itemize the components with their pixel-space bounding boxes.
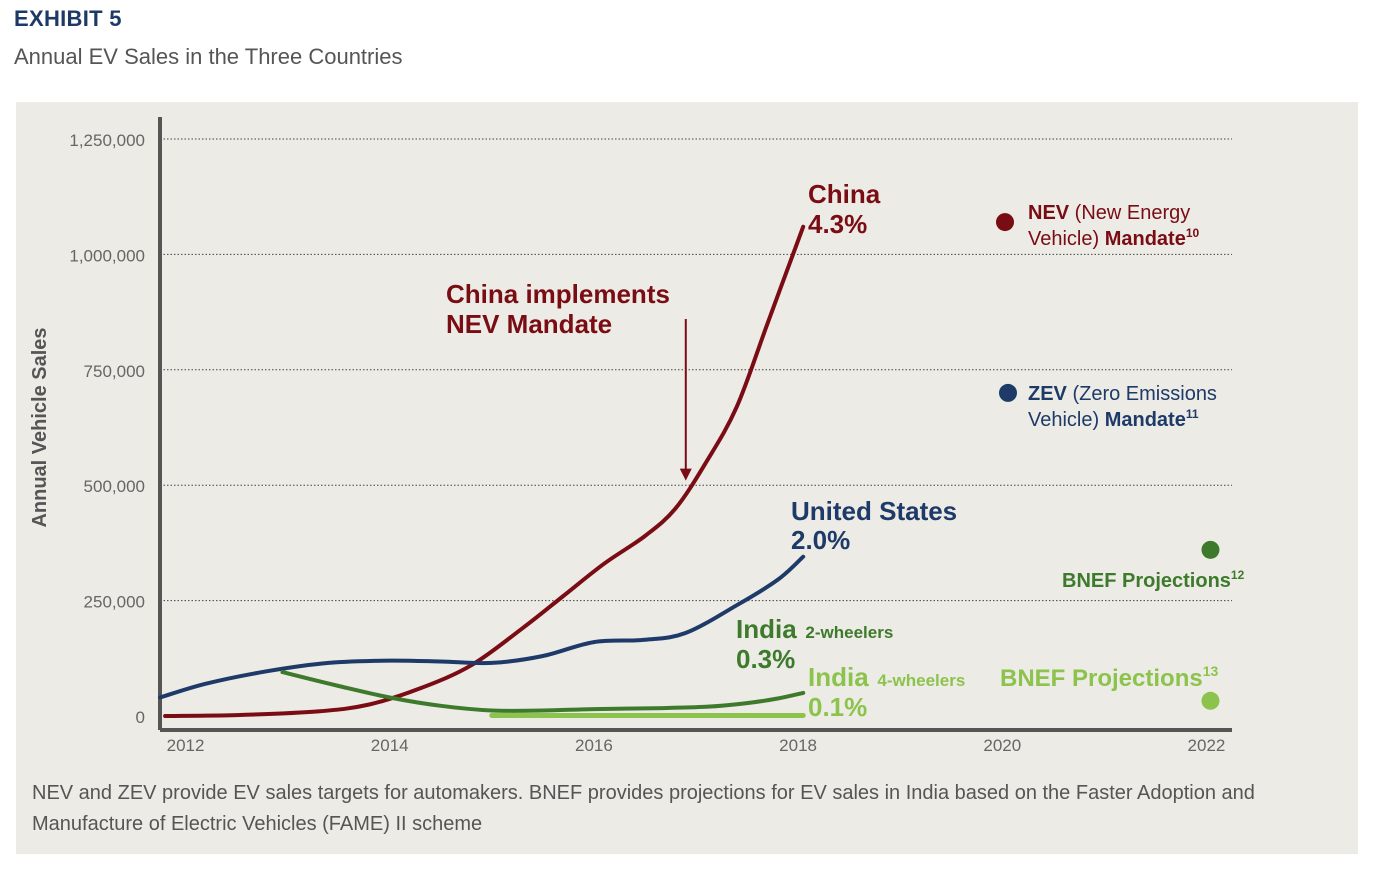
- legend-marker-zev: [999, 383, 1017, 402]
- series-value-china: 4.3%: [808, 209, 867, 239]
- legend-marker-bnef-4w: [1201, 691, 1220, 710]
- series-label-china: China: [808, 179, 881, 209]
- series-label-india-2w-suffix: 2-wheelers: [801, 623, 894, 642]
- legend-text: Vehicle): [1028, 409, 1105, 431]
- series-label-india-4w-name: India: [808, 662, 869, 692]
- legend-bold: Mandate: [1105, 409, 1186, 431]
- annotation-line-1: China implements: [446, 279, 670, 309]
- exhibit-number: EXHIBIT 5: [14, 6, 122, 31]
- series-label-india-2w-name: India: [736, 614, 797, 644]
- legend-text-bnef-2w: BNEF Projections12: [1062, 568, 1245, 592]
- legend-text: Vehicle): [1028, 228, 1105, 250]
- y-tick-label: 0: [136, 708, 145, 727]
- y-tick-label: 1,250,000: [69, 131, 145, 150]
- chart-footnote: NEV and ZEV provide EV sales targets for…: [32, 782, 1255, 835]
- x-tick-label: 2020: [983, 736, 1021, 755]
- series-label-us: United States: [791, 496, 957, 526]
- annotation-line-2: NEV Mandate: [446, 309, 612, 339]
- x-tick-label: 2016: [575, 736, 613, 755]
- y-tick-label: 500,000: [84, 477, 145, 496]
- legend-superscript: 12: [1231, 568, 1245, 582]
- series-line-india_2w: [280, 670, 806, 713]
- legend-marker-bnef-2w: [1201, 540, 1220, 559]
- legend-bold: NEV: [1028, 202, 1070, 224]
- series-value-india-2w: 0.3%: [736, 644, 795, 674]
- y-tick-label: 750,000: [84, 362, 145, 381]
- legend-text: BNEF Projections: [1000, 665, 1203, 692]
- legend-text-bnef-4w: BNEF Projections13: [1000, 663, 1218, 692]
- y-tick-label: 1,000,000: [69, 246, 145, 265]
- legend-superscript: 11: [1186, 407, 1199, 421]
- series-line-us: [158, 554, 806, 700]
- series-value-india-4w: 0.1%: [808, 692, 867, 722]
- legend-text: (New Energy: [1069, 202, 1190, 224]
- x-tick-label: 2014: [371, 736, 409, 755]
- x-tick-label: 2018: [779, 736, 817, 755]
- series-label-india-4w-suffix: 4-wheelers: [873, 671, 966, 690]
- series-label-india-4w: India 4-wheelers: [808, 662, 965, 692]
- series-line-china: [163, 224, 806, 718]
- legend-superscript: 10: [1186, 226, 1200, 240]
- chart-subtitle: Annual EV Sales in the Three Countries: [14, 44, 403, 69]
- legend-text: (Zero Emissions: [1067, 383, 1217, 405]
- y-axis-label: Annual Vehicle Sales: [29, 327, 51, 527]
- y-tick-label: 250,000: [84, 593, 145, 612]
- legend-text-zev-line2: Vehicle) Mandate11: [1028, 407, 1199, 431]
- legend-bold: Mandate: [1105, 228, 1186, 250]
- x-tick-label: 2022: [1188, 736, 1226, 755]
- legend-superscript: 13: [1203, 663, 1219, 679]
- legend-text-nev-line1: NEV (New Energy: [1028, 202, 1190, 224]
- x-tick-label: 2012: [167, 736, 205, 755]
- legend-bold: ZEV: [1028, 383, 1068, 405]
- series-value-us: 2.0%: [791, 525, 850, 555]
- legend-text-zev-line1: ZEV (Zero Emissions: [1028, 383, 1217, 405]
- annotation-arrow-head: [679, 468, 692, 481]
- series-label-india-2w: India 2-wheelers: [736, 614, 893, 644]
- legend-marker-nev: [996, 213, 1014, 232]
- legend-text: BNEF Projections: [1062, 570, 1231, 592]
- legend-text-nev-line2: Vehicle) Mandate10: [1028, 226, 1200, 250]
